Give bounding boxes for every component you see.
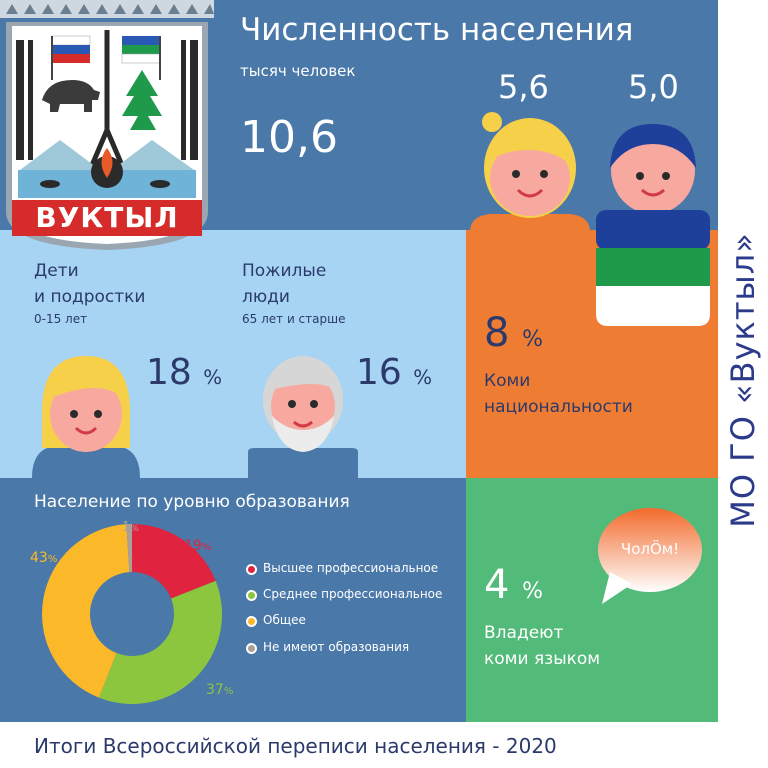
education-title: Население по уровню образования [34,492,350,512]
donut-label-higher: 19% [184,538,212,554]
komi-nationality-label: Коми национальности [484,368,633,420]
legend-dot-green-icon [246,590,257,601]
legend-dot-red-icon [246,564,257,575]
elderly-figure-icon [248,356,358,478]
children-percent: 18 % [146,352,222,393]
children-label-line1: Дети [34,261,79,281]
donut-slice-higher [132,524,216,599]
footer-strip [0,722,718,768]
elderly-label: Пожилые люди [242,258,326,310]
page-title: Численность населения [240,12,634,48]
elderly-percent: 16 % [356,352,432,393]
elderly-label-line2: люди [242,287,290,307]
female-population: 5,6 [498,68,549,106]
children-label-line2: и подростки [34,287,146,307]
komi-nationality-label-line2: национальности [484,397,633,417]
komi-nationality-unit: % [522,327,544,352]
emblem-name: ВУКТЫЛ [35,201,179,234]
elderly-label-line1: Пожилые [242,261,327,281]
komi-language-label-line2: коми языком [484,649,601,669]
children-percent-value: 18 [146,352,192,393]
komi-nationality-label-line1: Коми [484,371,531,391]
child-figure-icon [32,356,140,478]
male-figure-icon [596,124,710,326]
speech-bubble-icon [598,508,702,604]
komi-language-unit: % [522,579,544,604]
footer-caption: Итоги Всероссийской переписи населения -… [34,734,557,758]
donut-label-none: 1% [122,520,139,535]
legend-item-secondary: Среднее профессиональное [246,587,442,601]
komi-language-label-line1: Владеют [484,623,564,643]
komi-language-percent: 4 % [484,562,543,608]
children-range: 0-15 лет [34,312,88,326]
donut-slice-general [42,524,130,698]
children-label: Дети и подростки [34,258,145,310]
legend-item-general: Общее [246,613,306,627]
legend-item-higher: Высшее профессиональное [246,561,438,575]
elderly-range: 65 лет и старше [242,312,346,326]
children-percent-unit: % [203,366,223,389]
komi-nationality-percent: 8 % [484,310,543,356]
donut-label-secondary: 37% [206,682,234,698]
legend-dot-yellow-icon [246,616,257,627]
male-population: 5,0 [628,68,679,106]
komi-nationality-value: 8 [484,310,510,356]
side-strip [718,0,768,722]
elderly-percent-unit: % [413,366,433,389]
donut-slice-secondary [98,580,222,704]
coat-of-arms-emblem [0,0,214,250]
legend-dot-gray-icon [246,643,257,654]
speech-bubble-text: ЧолÖм! [620,540,680,558]
donut-slice-none [126,524,132,573]
side-label: МО ГО «Вуктыл» [724,232,762,528]
elderly-percent-value: 16 [356,352,402,393]
population-unit: тысяч человек [240,62,356,80]
female-figure-icon [470,112,590,232]
komi-language-label: Владеют коми языком [484,620,600,672]
donut-label-general: 43% [30,550,58,566]
population-total: 10,6 [240,112,338,163]
legend-item-none: Не имеют образования [246,640,409,654]
education-donut-chart [42,524,222,704]
komi-language-value: 4 [484,562,510,608]
